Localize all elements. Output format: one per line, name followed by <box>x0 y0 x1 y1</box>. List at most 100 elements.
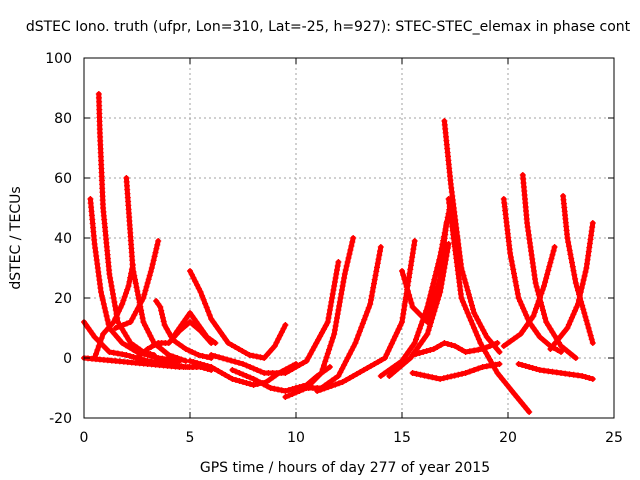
data-point <box>187 358 193 364</box>
data-point <box>91 334 98 340</box>
data-point <box>418 322 425 328</box>
data-point <box>434 344 441 350</box>
series-arc17 <box>314 238 418 394</box>
data-point <box>148 344 155 350</box>
data-point <box>587 332 594 339</box>
data-point <box>417 371 424 378</box>
data-point <box>521 308 528 315</box>
data-point <box>335 373 342 379</box>
data-point <box>312 376 319 382</box>
data-point <box>161 322 168 328</box>
data-point <box>220 355 227 362</box>
data-point <box>428 304 435 310</box>
data-point <box>344 259 351 265</box>
data-point <box>547 259 554 266</box>
data-point <box>232 377 239 383</box>
data-point <box>427 307 434 314</box>
data-point <box>421 316 428 322</box>
data-point <box>485 353 491 360</box>
data-point <box>374 264 380 271</box>
data-point <box>429 300 436 307</box>
data-point <box>451 372 458 379</box>
data-point <box>315 336 322 343</box>
data-point <box>343 263 350 269</box>
data-point <box>519 362 526 368</box>
data-point <box>513 282 520 289</box>
data-point <box>269 346 276 352</box>
data-point <box>554 347 561 353</box>
data-point <box>357 369 364 375</box>
data-point <box>492 361 499 368</box>
data-point <box>320 326 327 333</box>
data-point <box>406 270 413 277</box>
data-point <box>542 315 549 322</box>
data-point <box>344 354 351 361</box>
data-point <box>399 268 405 274</box>
data-point <box>336 380 342 387</box>
x-tick-label: 0 <box>80 430 89 446</box>
data-point <box>111 299 118 305</box>
data-point <box>531 309 538 316</box>
data-point <box>349 239 356 245</box>
data-point <box>194 360 201 366</box>
x-tick-label: 15 <box>393 430 411 446</box>
data-point <box>137 346 144 353</box>
chart-title: dSTEC Iono. truth (ufpr, Lon=310, Lat=-2… <box>26 19 631 35</box>
data-point <box>579 302 586 309</box>
data-point <box>504 340 511 347</box>
data-point <box>430 280 437 287</box>
data-point <box>397 322 404 329</box>
data-point <box>462 370 469 376</box>
x-axis-label: GPS time / hours of day 277 of year 2015 <box>200 460 490 476</box>
data-point <box>239 348 246 354</box>
data-point <box>395 326 402 333</box>
data-point <box>285 387 292 393</box>
data-point <box>130 342 137 349</box>
data-point <box>463 306 470 313</box>
data-point <box>465 291 472 298</box>
data-point <box>459 370 465 377</box>
x-tick-label: 5 <box>186 430 195 446</box>
data-point <box>232 344 239 350</box>
data-point <box>142 287 149 294</box>
x-tick-label: 25 <box>605 430 623 446</box>
data-point <box>271 385 278 392</box>
data-point <box>483 363 490 370</box>
data-point <box>228 357 235 364</box>
data-point <box>341 362 348 368</box>
data-point <box>243 362 250 369</box>
data-point <box>427 347 434 353</box>
data-point <box>123 352 130 358</box>
data-point <box>494 340 501 346</box>
data-point <box>589 376 596 382</box>
data-point <box>176 341 183 348</box>
data-point <box>385 347 392 354</box>
data-point <box>332 375 338 382</box>
data-point <box>347 247 354 253</box>
data-point <box>243 373 250 379</box>
data-point <box>317 386 324 393</box>
data-point <box>461 276 468 283</box>
data-point <box>588 336 595 343</box>
data-point <box>250 352 257 359</box>
data-point <box>275 386 281 393</box>
data-point <box>97 339 104 345</box>
data-point <box>374 260 381 267</box>
data-point <box>584 256 591 263</box>
data-point <box>467 317 474 324</box>
data-point <box>159 314 166 321</box>
series-arc19 <box>386 241 452 379</box>
data-point <box>282 388 289 394</box>
data-point <box>411 340 418 346</box>
data-point <box>289 366 296 372</box>
data-point <box>377 373 384 379</box>
data-point <box>250 376 257 382</box>
data-point <box>507 338 514 345</box>
data-point <box>134 355 140 361</box>
data-point <box>326 364 333 370</box>
data-point <box>509 262 516 269</box>
data-point <box>507 250 514 256</box>
data-point <box>109 287 116 293</box>
data-point <box>480 327 487 334</box>
data-point <box>530 264 537 270</box>
